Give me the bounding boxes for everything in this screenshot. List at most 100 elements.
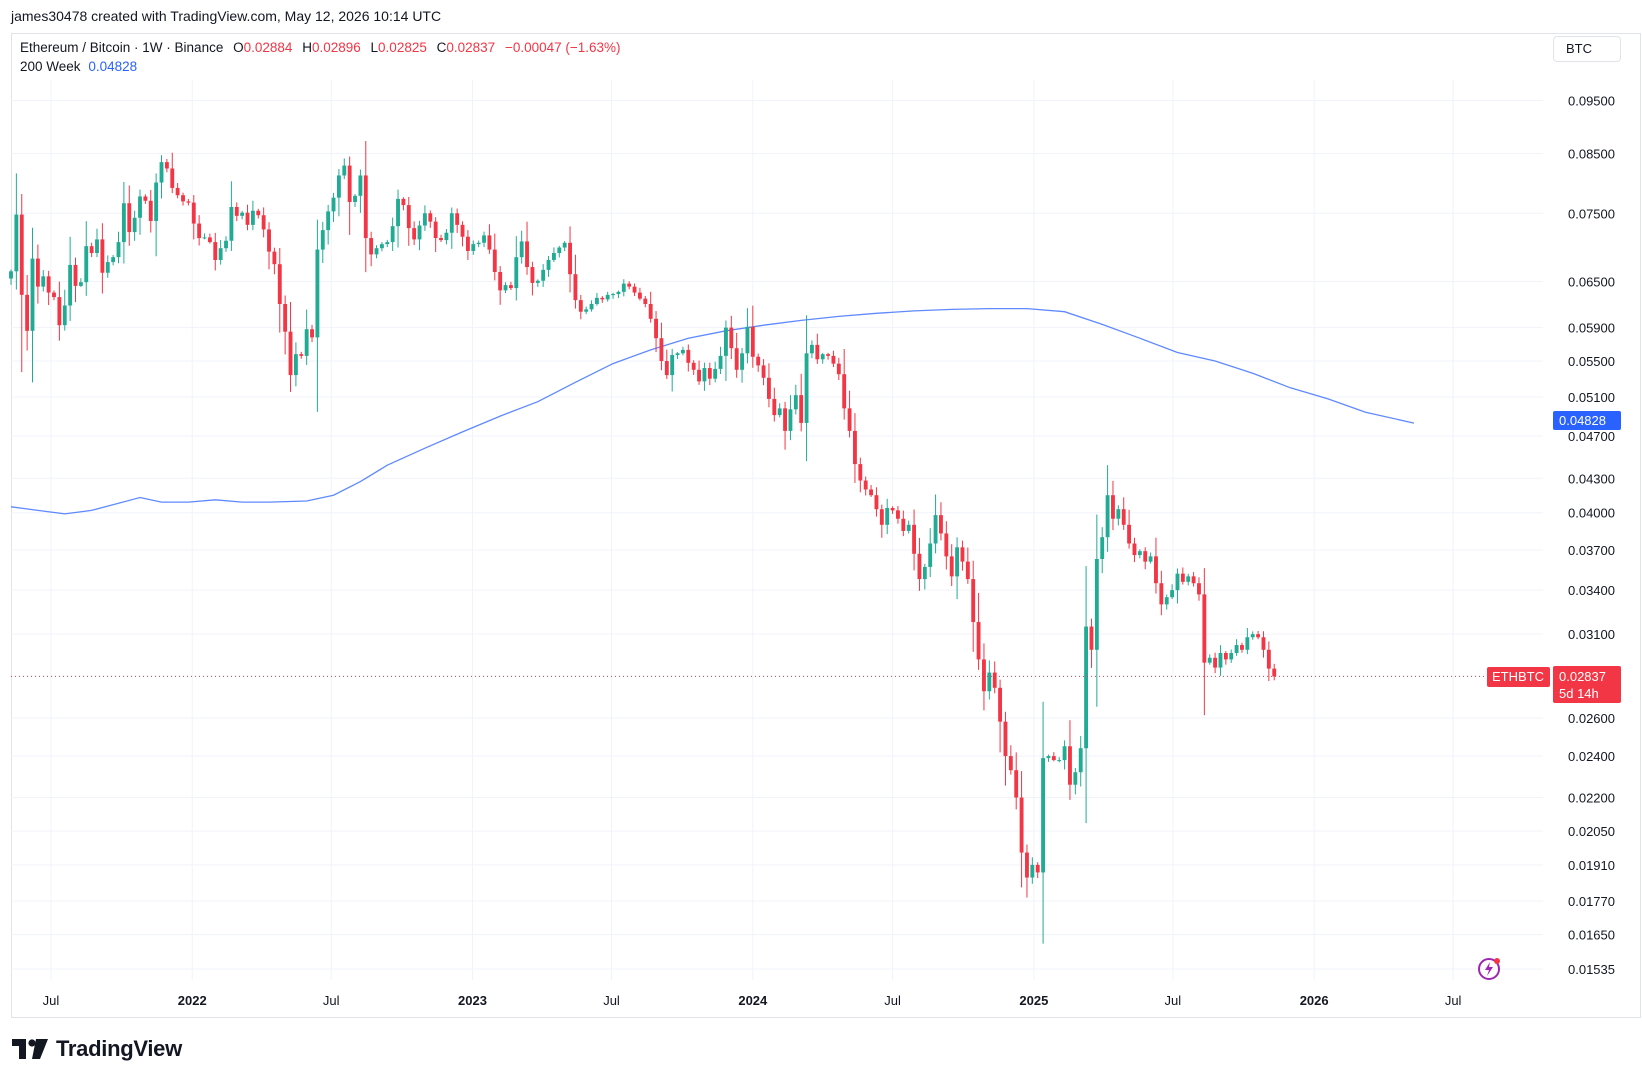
candle [514, 236, 519, 301]
candle-body [928, 543, 933, 567]
candle [589, 300, 594, 312]
y-tick-label: 0.09500 [1568, 94, 1615, 109]
candle [853, 413, 857, 483]
candle [1084, 566, 1089, 824]
candle [1240, 642, 1244, 653]
candle-body [874, 495, 879, 510]
y-tick-label: 0.01535 [1568, 962, 1615, 977]
candle [1116, 505, 1121, 526]
candle [654, 311, 658, 353]
candle-body [820, 354, 825, 360]
legend-high-label: H [302, 40, 312, 55]
candle-body [1030, 864, 1035, 878]
candle-body [503, 285, 508, 291]
candle [283, 295, 288, 355]
candle [498, 266, 503, 305]
candle-body [654, 318, 658, 339]
candle-body [460, 224, 465, 237]
candle-body [433, 221, 438, 239]
candle-body [1245, 637, 1250, 650]
candle [229, 181, 234, 251]
candle [1094, 514, 1099, 707]
legend-ma-row: 200 Week 0.04828 [20, 57, 621, 76]
candle-body [944, 533, 949, 557]
candle-body [385, 242, 390, 245]
candle-body [315, 249, 320, 338]
candle [992, 661, 997, 694]
candle-body [659, 338, 664, 362]
candle-body [890, 508, 895, 511]
candle [132, 210, 137, 241]
ma-line-layer [10, 307, 1415, 515]
candle-body [9, 271, 13, 279]
currency-button[interactable]: BTC [1553, 36, 1621, 62]
lightning-icon[interactable] [1476, 956, 1502, 982]
candle-body [982, 659, 986, 692]
candle [928, 528, 933, 578]
candle-body [605, 294, 610, 300]
candle-body [406, 205, 411, 229]
candle-body [734, 348, 739, 370]
candle-body [121, 203, 126, 243]
candle [25, 274, 30, 351]
candle-body [95, 239, 99, 254]
candle [390, 217, 395, 252]
candle [503, 282, 508, 294]
candle [449, 207, 454, 249]
y-tick-label: 0.05100 [1568, 390, 1615, 405]
candle-body [718, 355, 723, 369]
candle [804, 315, 809, 462]
candle-body [401, 198, 406, 206]
candle [417, 220, 422, 251]
last-price-value: 0.02837 [1559, 669, 1606, 684]
candle [148, 190, 153, 233]
candle [546, 255, 551, 277]
candle-body [1223, 652, 1228, 660]
candle-body [363, 175, 368, 239]
candle-body [853, 430, 857, 465]
candle [697, 360, 701, 385]
candle-body [713, 368, 718, 379]
candle-body [310, 329, 314, 338]
candle [116, 231, 121, 264]
candle [740, 347, 744, 383]
candle [164, 159, 169, 173]
candle [1164, 594, 1169, 610]
candle-body [379, 244, 384, 249]
tradingview-logo[interactable]: TradingView [12, 1036, 182, 1062]
candle-body [589, 303, 594, 310]
candle-body [965, 561, 970, 580]
candle [304, 309, 309, 365]
candle-body [594, 297, 599, 304]
candle [777, 403, 782, 418]
candle [1100, 527, 1105, 574]
candle-body [1046, 756, 1051, 759]
y-axis-labels: 0.09500 0.08500 0.07500 0.06500 0.05900 0.055… [1568, 94, 1615, 977]
candle [562, 241, 567, 252]
candle [551, 247, 556, 263]
candle-body [62, 305, 67, 326]
candle [84, 221, 89, 296]
candle-body [901, 518, 906, 531]
candle [213, 232, 218, 271]
x-tick-label: 2023 [458, 993, 487, 1008]
candle-body [1154, 556, 1158, 584]
candle [105, 255, 110, 278]
legend-low-value: 0.02825 [378, 40, 427, 55]
candle-body [707, 368, 712, 379]
candle [976, 592, 981, 670]
candle-body [439, 238, 443, 241]
candle-body [1084, 626, 1089, 749]
candle [9, 269, 13, 285]
y-tick-label: 0.02400 [1568, 749, 1615, 764]
candle-body [1116, 509, 1121, 519]
candle-body [1207, 657, 1212, 663]
candle [793, 384, 798, 415]
candle [1154, 537, 1158, 594]
candle-body [1035, 864, 1040, 873]
candle [476, 240, 481, 248]
candle-body [213, 242, 218, 260]
candle-body [288, 331, 293, 376]
candle [675, 352, 680, 360]
